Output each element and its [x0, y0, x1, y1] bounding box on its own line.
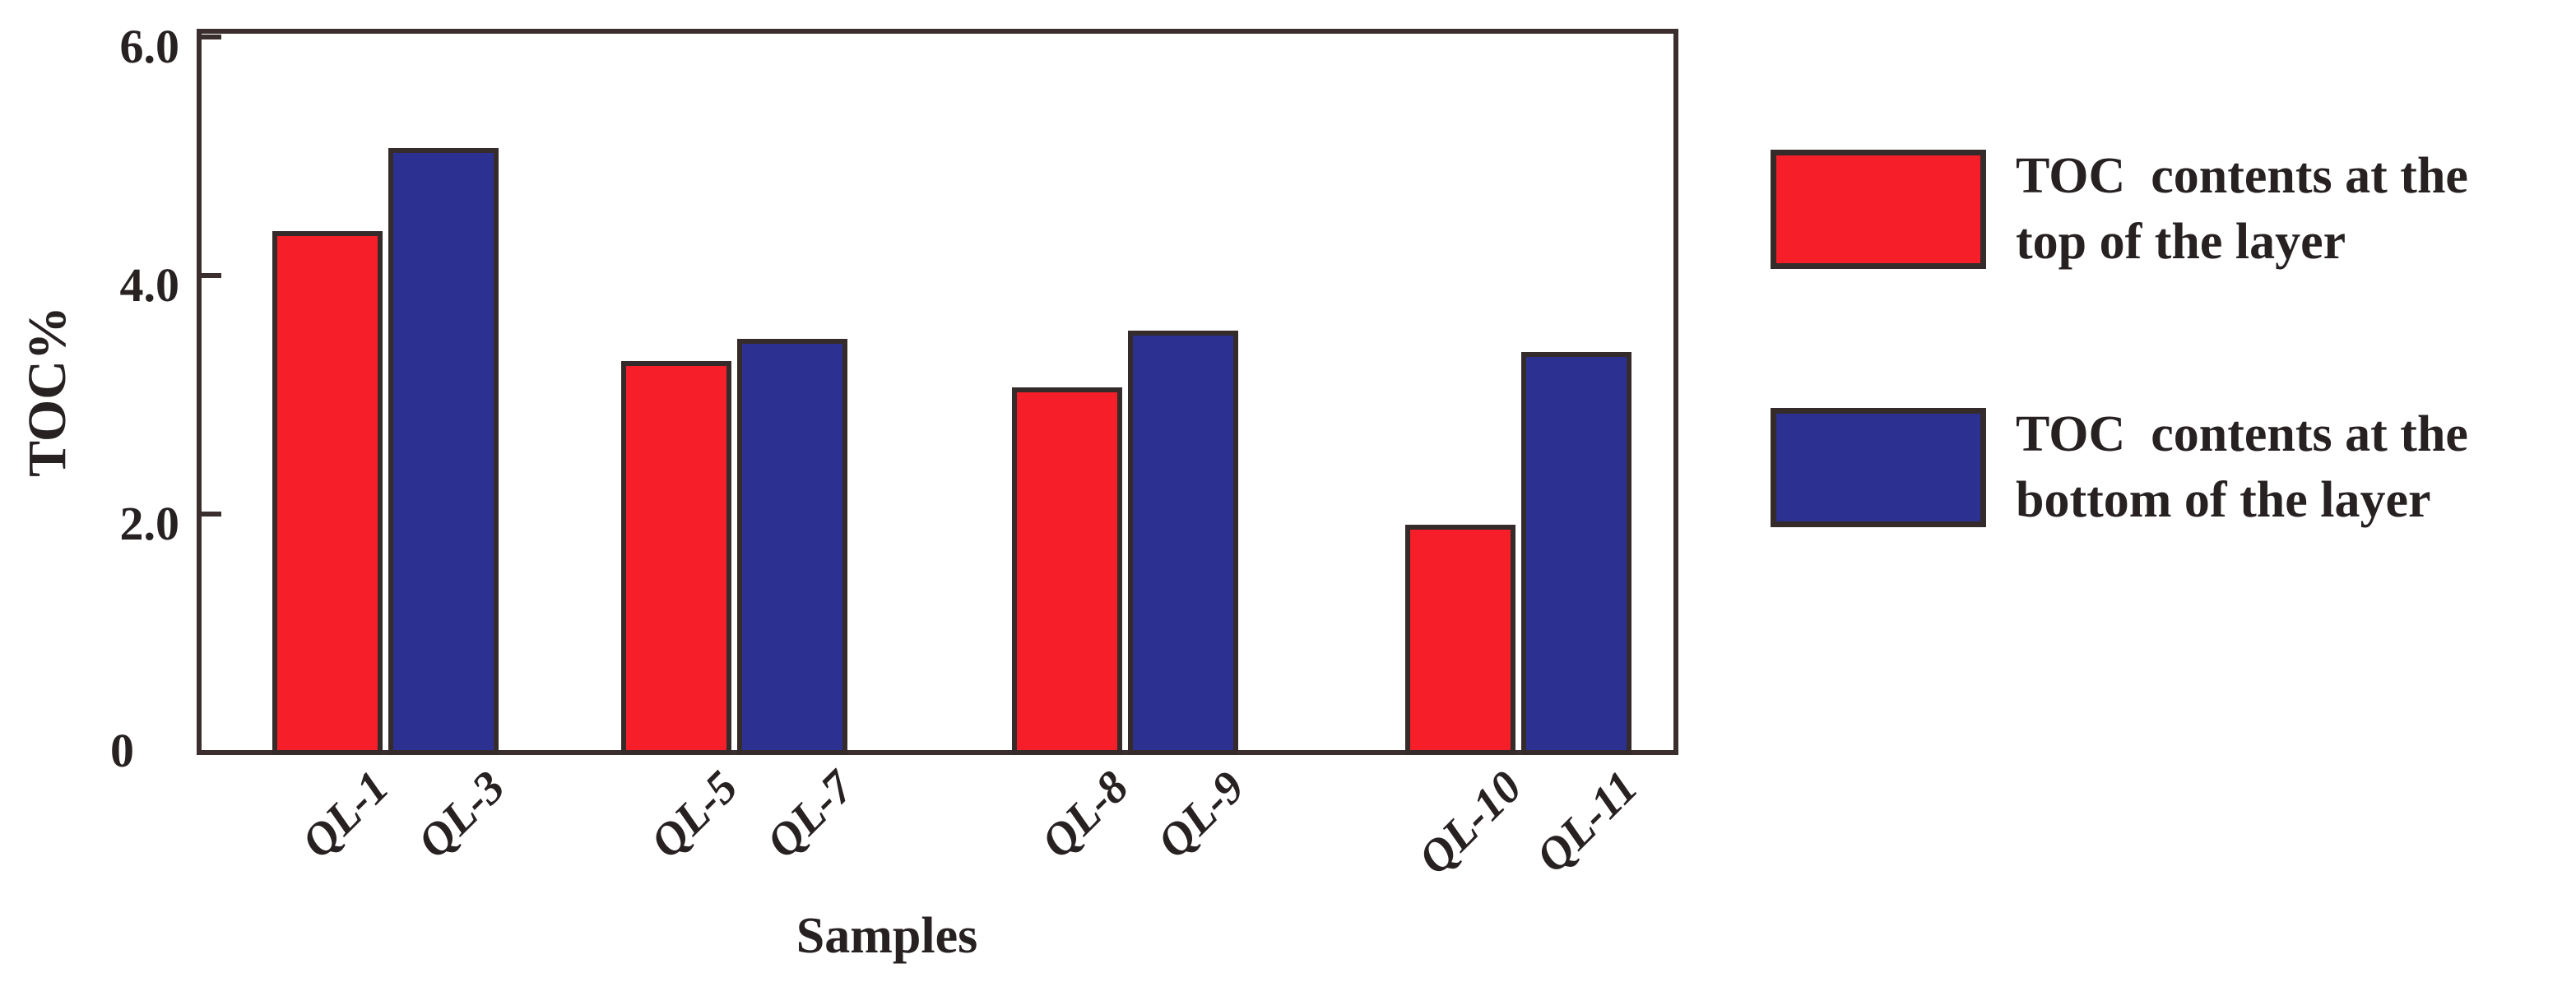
legend-label-bottom-line1: TOC contents at the [2016, 406, 2468, 462]
bar-QL-11 [1521, 352, 1631, 755]
legend-label-top-of-layer: TOC contents at the top of the layer [2016, 143, 2576, 275]
y-axis-tick-4.0 [202, 273, 221, 278]
y-tick-label-0: 0 [110, 724, 134, 777]
y-axis-tick-2.0 [202, 512, 221, 517]
y-tick-label-2.0: 2.0 [119, 497, 180, 550]
y-tick-label-6.0: 6.0 [119, 20, 180, 73]
y-axis-tick-6.0 [202, 35, 221, 39]
bar-QL-7 [737, 339, 847, 755]
legend-label-bottom-line2: bottom of the layer [2016, 472, 2431, 528]
bar-QL-8 [1012, 387, 1122, 755]
y-tick-label-4.0: 4.0 [119, 258, 180, 312]
legend-swatch-bottom-of-layer [1771, 408, 1986, 527]
bar-QL-10 [1405, 525, 1515, 755]
bar-QL-3 [388, 148, 499, 755]
bar-QL-5 [621, 361, 731, 755]
bar-QL-1 [272, 231, 383, 755]
legend-label-top-line2: top of the layer [2016, 214, 2346, 270]
bar-QL-9 [1128, 331, 1238, 755]
legend-label-bottom-of-layer: TOC contents at the bottom of the layer [2016, 401, 2576, 533]
legend-swatch-top-of-layer [1771, 150, 1986, 269]
legend-label-top-line1: TOC contents at the [2016, 148, 2468, 204]
x-axis-title: Samples [796, 908, 978, 964]
